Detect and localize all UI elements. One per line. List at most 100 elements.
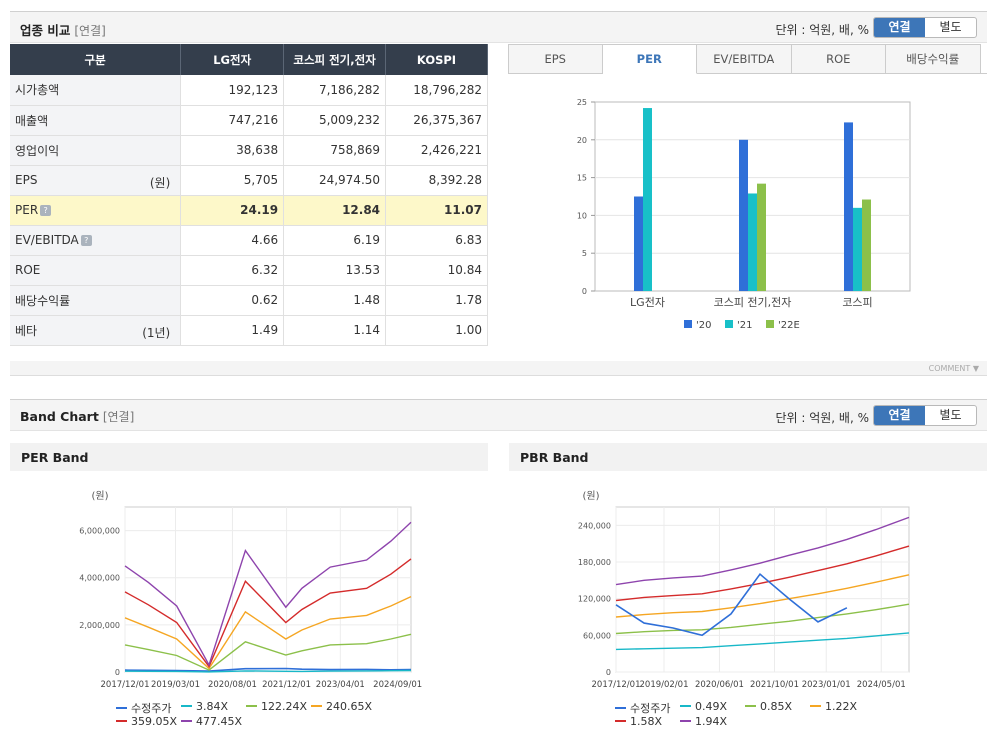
table-cell: 5,705 <box>180 165 285 196</box>
table-cell: 1.49 <box>180 315 285 346</box>
legend-label: 1.94X <box>695 715 728 728</box>
bar <box>757 183 766 291</box>
bar <box>634 196 643 291</box>
row-label: EV/EBITDA? <box>10 225 182 256</box>
industry-compare-table: 구분 LG전자 코스피 전기,전자 KOSPI 시가총액 192,123 7,186… <box>10 44 488 346</box>
row-label-text: 매출액 <box>15 113 49 128</box>
legend-label: 수정주가 <box>131 702 172 715</box>
y-axis-label: (원) <box>91 490 108 502</box>
x-tick-label: 코스피 전기,전자 <box>714 296 792 309</box>
tab-dividend-yield[interactable]: 배당수익률 <box>886 44 981 74</box>
x-tick-label: 2020/08/01 <box>208 680 257 690</box>
y-tick-label: 25 <box>577 98 587 107</box>
table-row: EV/EBITDA? 4.66 6.19 6.83 <box>10 225 488 256</box>
table-cell: 1.00 <box>385 315 488 346</box>
legend-label: 3.84X <box>196 700 229 713</box>
table-cell: 758,869 <box>283 135 387 166</box>
y-tick-label: 10 <box>577 211 587 220</box>
x-tick-label: 2017/12/01 <box>101 680 150 690</box>
plot-area <box>124 506 412 673</box>
table-row: PER? 24.19 12.84 11.07 <box>10 195 488 226</box>
y-tick-label: 6,000,000 <box>79 527 120 536</box>
row-label: 베타 (1년) <box>10 315 182 346</box>
table-cell: 7,186,282 <box>283 75 387 106</box>
band-consolidated-toggle[interactable]: 연결 별도 <box>873 405 977 426</box>
legend-item: 477.45X <box>181 715 242 728</box>
series-line <box>124 558 412 669</box>
legend-item: 1.94X <box>680 715 727 728</box>
legend-item: 0.49X <box>680 700 727 713</box>
help-icon[interactable]: ? <box>80 235 92 246</box>
industry-compare-title: 업종 비교 [연결] <box>20 23 106 38</box>
legend-item: 수정주가 <box>116 700 171 716</box>
toggle-consolidated[interactable]: 연결 <box>874 406 925 425</box>
x-tick-label: 2019/03/01 <box>151 680 200 690</box>
legend-swatch <box>615 707 626 709</box>
legend-swatch <box>615 720 626 722</box>
band-chart-subtitle: [연결] <box>102 410 135 424</box>
x-tick-label: 2021/10/01 <box>750 680 799 690</box>
row-label-text: 영업이익 <box>15 143 60 158</box>
table-row: 영업이익 38,638 758,869 2,426,221 <box>10 135 488 166</box>
series-line <box>615 516 910 586</box>
legend-label: 1.22X <box>825 700 858 713</box>
help-icon[interactable]: ? <box>40 205 52 216</box>
toggle-separate[interactable]: 별도 <box>939 408 962 422</box>
table-row: ROE 6.32 13.53 10.84 <box>10 255 488 286</box>
series-line <box>124 667 412 672</box>
table-cell: 10.84 <box>385 255 488 286</box>
legend-label: 0.85X <box>760 700 793 713</box>
series-line <box>124 669 412 673</box>
bar <box>853 207 862 291</box>
y-tick-label: 4,000,000 <box>79 574 120 583</box>
toggle-separate[interactable]: 별도 <box>939 20 962 34</box>
series-line <box>615 603 910 635</box>
legend-label: 0.49X <box>695 700 728 713</box>
industry-compare-subtitle: [연결] <box>74 24 106 38</box>
plot-area <box>615 506 910 673</box>
x-tick-label: 2023/04/01 <box>316 680 365 690</box>
bar <box>862 199 871 291</box>
bar <box>643 108 652 291</box>
legend-swatch <box>766 320 774 328</box>
per-bar-chart: 0 5 10 15 20 25 LG전자 코스피 전기,전자 코스피 '20 '21 '22E <box>577 98 911 331</box>
row-label: EPS (원) <box>10 165 182 196</box>
comment-bar[interactable]: COMMENT ▼ <box>10 361 987 376</box>
consolidated-toggle[interactable]: 연결 별도 <box>873 17 977 38</box>
table-cell: 24.19 <box>180 195 285 226</box>
legend-swatch <box>725 320 733 328</box>
series-line <box>124 633 412 671</box>
table-cell: 4.66 <box>180 225 285 256</box>
pbr-band-title: PBR Band <box>509 443 987 471</box>
series-line <box>615 632 910 651</box>
bar <box>844 122 853 291</box>
legend-swatch <box>311 705 322 707</box>
bar <box>739 139 748 291</box>
row-label: PER? <box>10 195 182 226</box>
x-tick-label: 코스피 <box>842 296 872 309</box>
row-label-text: 배당수익률 <box>15 293 71 308</box>
legend-swatch <box>246 705 257 707</box>
tab-ev-ebitda[interactable]: EV/EBITDA <box>697 44 792 74</box>
bar <box>748 193 757 291</box>
legend-item: 122.24X <box>246 700 307 713</box>
series-line <box>615 574 910 618</box>
row-label-text: EPS <box>15 173 38 187</box>
toggle-consolidated[interactable]: 연결 <box>874 18 925 37</box>
row-label-text: EV/EBITDA <box>15 233 79 247</box>
series-line <box>124 595 412 670</box>
series-line <box>615 573 848 637</box>
tab-per[interactable]: PER <box>602 44 697 74</box>
x-tick-label: 2020/06/01 <box>695 680 744 690</box>
table-cell: 11.07 <box>385 195 488 226</box>
legend-swatch <box>810 705 821 707</box>
tab-roe[interactable]: ROE <box>791 44 886 74</box>
row-label: 배당수익률 <box>10 285 182 316</box>
tab-eps[interactable]: EPS <box>508 44 603 74</box>
x-tick-label: 2024/05/01 <box>857 680 906 690</box>
legend-item: 0.85X <box>745 700 792 713</box>
comment-label[interactable]: COMMENT <box>928 364 971 373</box>
legend-swatch <box>116 720 127 722</box>
y-axis-label: (원) <box>582 490 599 502</box>
